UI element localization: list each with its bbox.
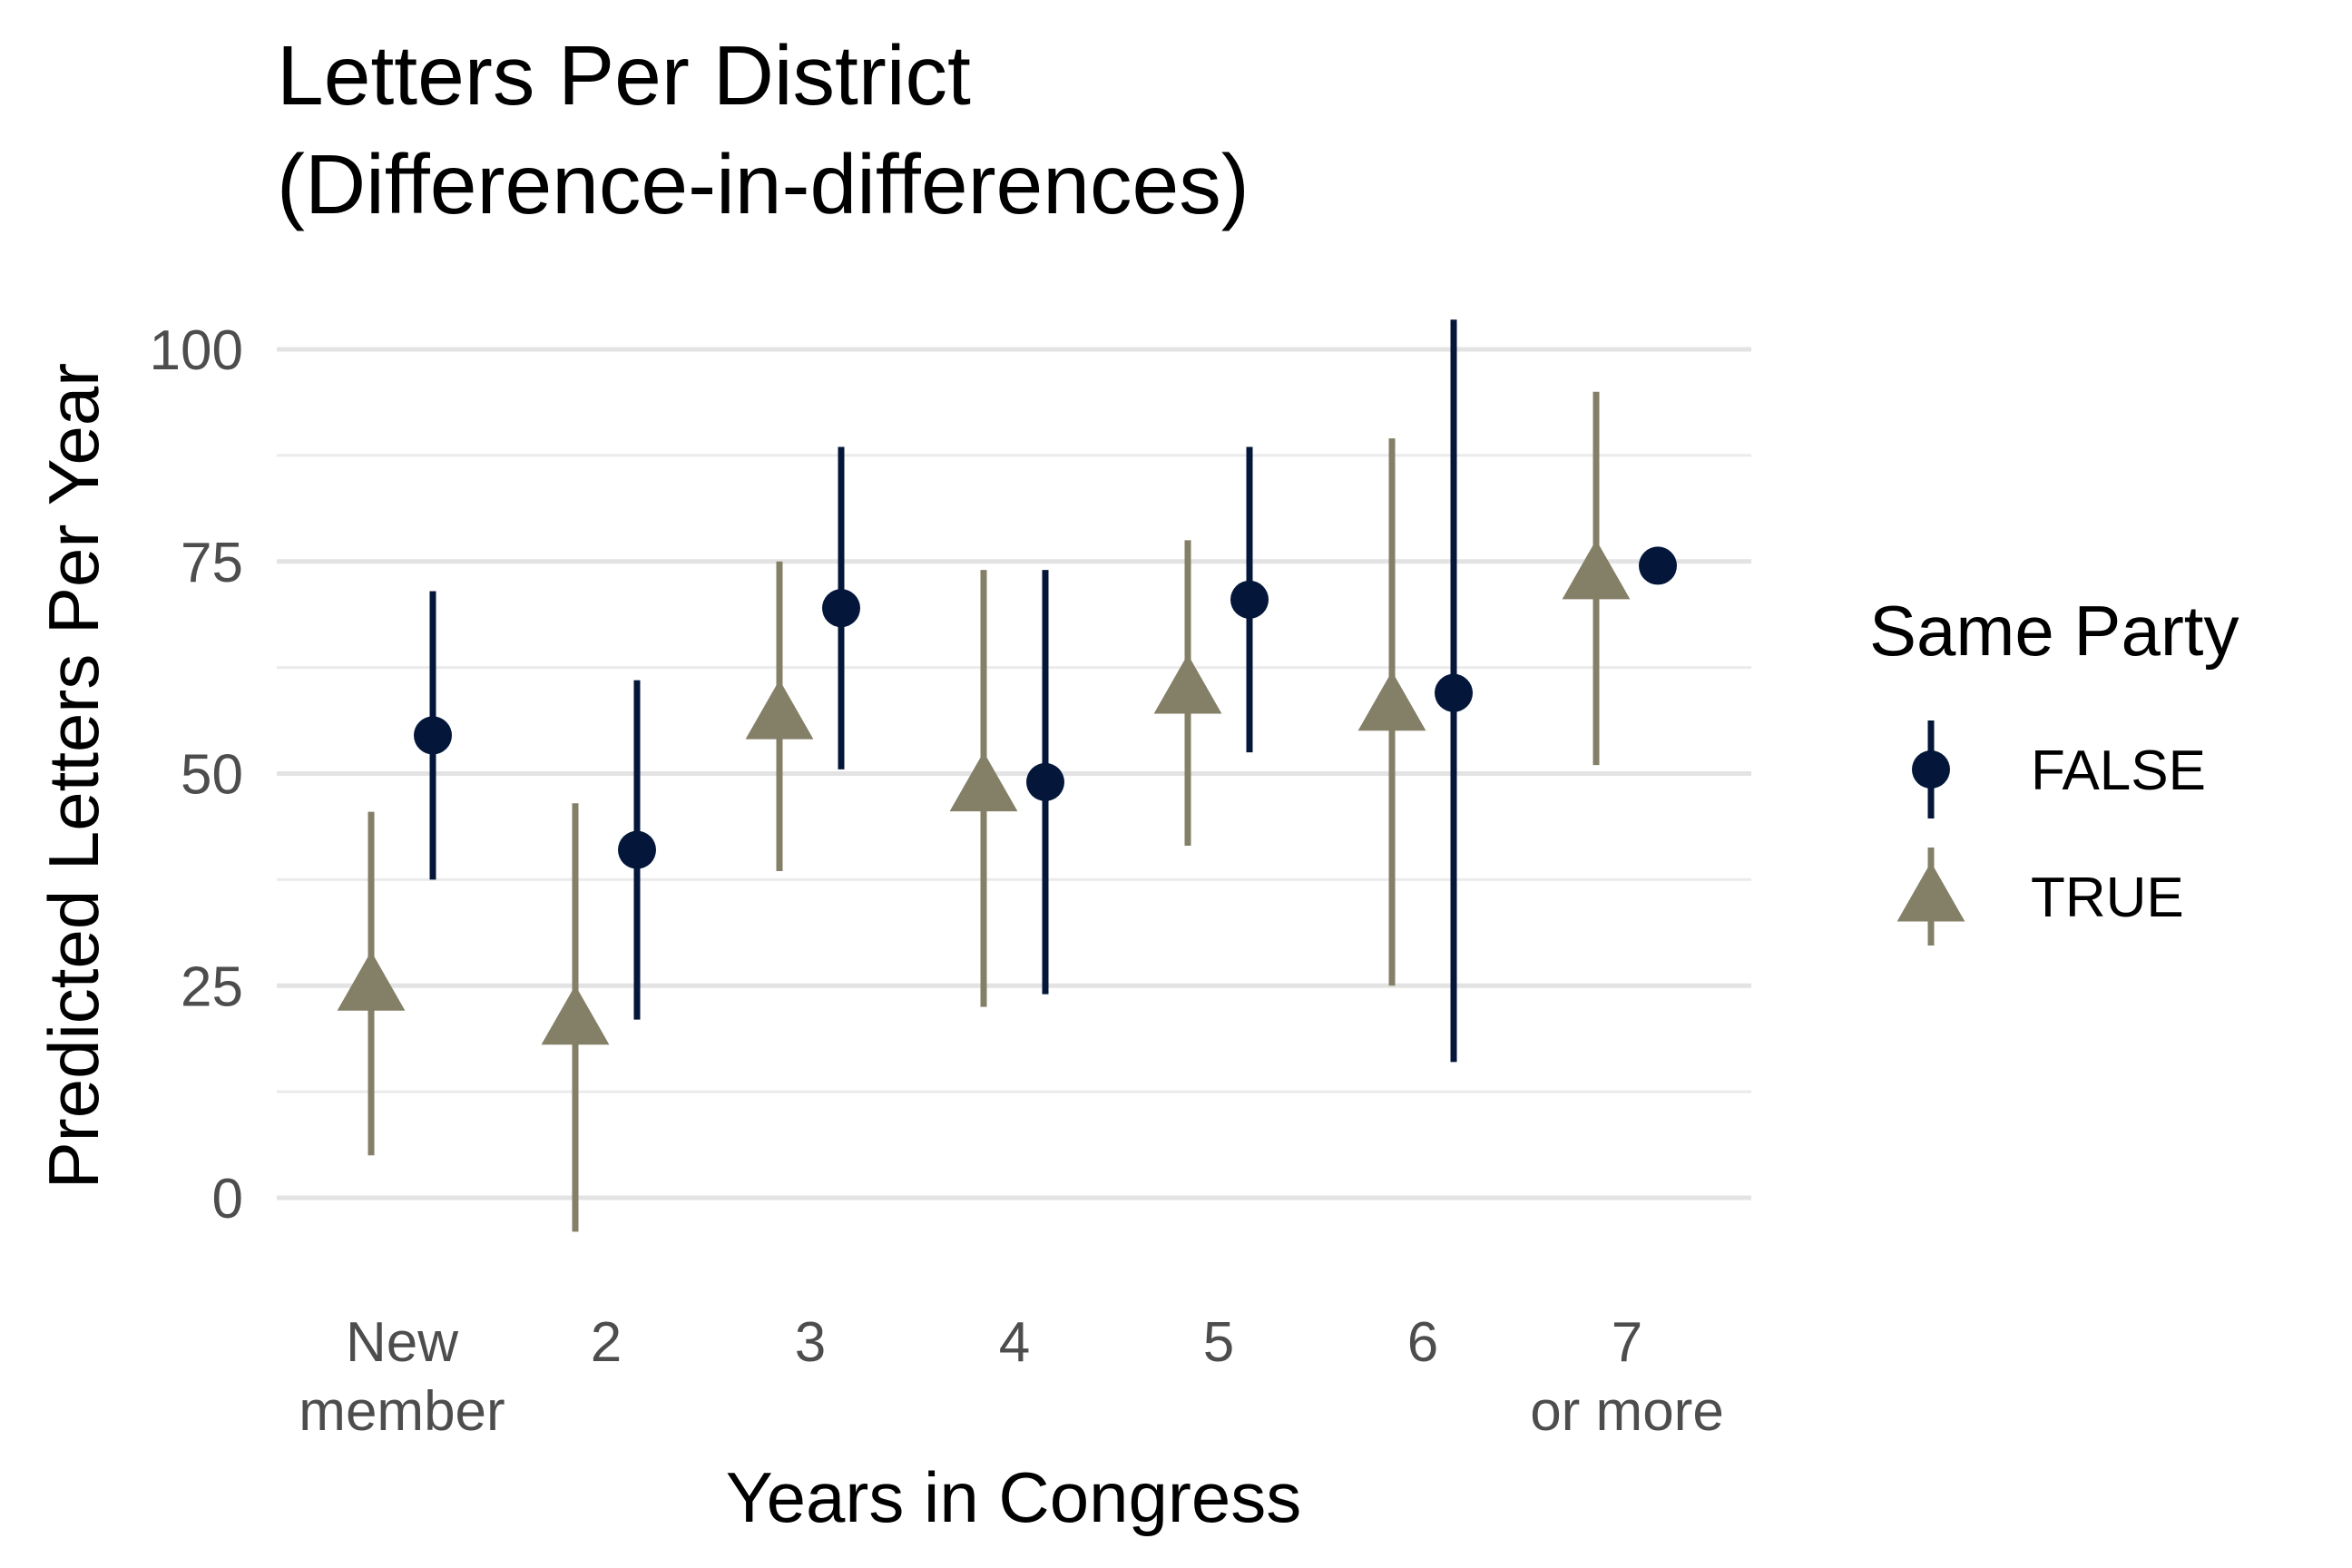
x-tick-label-line: 3 (795, 1311, 826, 1374)
data-point-triangle (1562, 539, 1631, 600)
legend-label: TRUE (2031, 867, 2184, 929)
chart-title: Letters Per District (Difference-in-diffe… (277, 28, 1250, 231)
data-point-triangle (1153, 654, 1222, 714)
data-point-circle (1026, 762, 1064, 801)
x-tick-label-line: New (346, 1311, 458, 1374)
x-axis-ticks: New member 2 3 4 5 6 7 or more (299, 1311, 1724, 1443)
y-tick-label: 100 (150, 319, 243, 382)
series-true (337, 391, 1631, 1232)
x-axis-title: Years in Congress (726, 1457, 1301, 1537)
y-tick-label: 0 (212, 1168, 243, 1230)
x-tick-label: 6 (1407, 1311, 1438, 1374)
legend-title: Same Party (1869, 591, 2239, 671)
x-tick-label: 7 or more (1530, 1311, 1724, 1443)
x-tick-label: New member (299, 1311, 505, 1443)
data-point-circle (618, 830, 656, 869)
data-point-triangle (745, 680, 814, 740)
legend-label: FALSE (2031, 740, 2206, 802)
legend-key-true (1896, 848, 1965, 946)
y-axis-title: Predicted Letters Per Year (34, 363, 113, 1190)
chart-title-line: (Difference-in-differences) (277, 137, 1250, 231)
x-tick-label-line: 4 (999, 1311, 1030, 1374)
data-point-triangle (337, 951, 406, 1011)
y-tick-label: 25 (181, 956, 243, 1018)
legend-key-false (1912, 720, 1950, 818)
x-tick-label: 5 (1203, 1311, 1234, 1374)
legend-key-circle (1912, 750, 1950, 789)
data-point-circle (414, 716, 452, 755)
x-tick-label: 3 (795, 1311, 826, 1374)
plot-area (337, 319, 1677, 1232)
series-false (414, 319, 1677, 1063)
data-point-triangle (541, 985, 610, 1045)
y-tick-label: 50 (181, 744, 243, 807)
data-point-triangle (949, 751, 1018, 812)
data-point-circle (822, 589, 860, 628)
legend-key-triangle (1896, 862, 1965, 922)
y-axis-ticks: 0 25 50 75 100 (150, 319, 243, 1230)
data-point-circle (1639, 546, 1677, 585)
data-point-circle (1435, 673, 1473, 712)
chart-title-line: Letters Per District (277, 28, 971, 122)
x-tick-label-line: or more (1530, 1380, 1724, 1443)
x-tick-label-line: 6 (1407, 1311, 1438, 1374)
y-tick-label: 75 (181, 532, 243, 594)
x-tick-label-line: 2 (591, 1311, 622, 1374)
x-tick-label: 2 (591, 1311, 622, 1374)
x-tick-label-line: member (299, 1380, 505, 1443)
legend: Same Party FALSE TRUE (1869, 591, 2239, 946)
x-tick-label: 4 (999, 1311, 1030, 1374)
data-point-triangle (1357, 671, 1426, 731)
x-tick-label-line: 7 (1612, 1311, 1642, 1374)
x-tick-label-line: 5 (1203, 1311, 1234, 1374)
data-point-circle (1230, 580, 1269, 619)
grid-lines (277, 347, 1751, 1200)
